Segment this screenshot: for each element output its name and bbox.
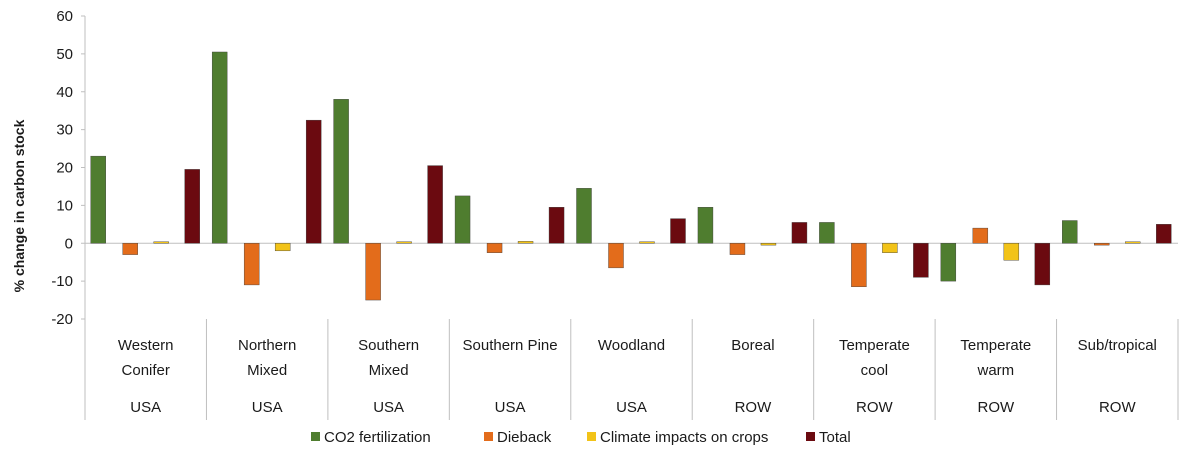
region-label: USA	[130, 399, 161, 416]
region-label: USA	[373, 399, 404, 416]
category-label-line1: Western	[118, 337, 174, 354]
bar-dieback-5	[608, 243, 624, 269]
region-label: USA	[252, 399, 283, 416]
bar-co2-fertilization-2	[211, 51, 228, 244]
bar-climate-impacts-on-crops-8	[1003, 243, 1020, 261]
bar-co2-fertilization-9	[1062, 220, 1078, 244]
bar-climate-impacts-on-crops-6	[760, 243, 777, 246]
legend-swatch-climate-impacts-on-crops	[587, 432, 596, 441]
bar-co2-fertilization-4	[454, 195, 471, 244]
bar-total-7	[913, 243, 929, 278]
bar-co2-fertilization-8	[940, 243, 957, 282]
legend-swatch-co2-fertilization	[311, 432, 320, 441]
region-label: ROW	[735, 399, 773, 416]
y-tick-label: -10	[51, 273, 73, 290]
bar-total-1	[184, 169, 200, 244]
bar-total-8	[1034, 243, 1051, 286]
bar-total-3	[427, 165, 443, 244]
category-label-line1: Temperate	[960, 337, 1031, 354]
bar-climate-impacts-on-crops-1	[153, 241, 169, 244]
bar-climate-impacts-on-crops-2	[274, 243, 291, 252]
y-tick-label: 60	[56, 8, 73, 25]
category-label-line2: Mixed	[247, 362, 287, 379]
bar-dieback-6	[729, 243, 746, 255]
region-label: USA	[495, 399, 526, 416]
bar-co2-fertilization-7	[819, 222, 835, 244]
category-label-line1: Southern	[358, 337, 419, 354]
legend-label-dieback: Dieback	[497, 429, 552, 446]
bar-dieback-7	[851, 243, 867, 288]
bar-total-9	[1156, 224, 1172, 244]
category-label-line1: Northern	[238, 337, 296, 354]
bar-co2-fertilization-1	[90, 155, 106, 244]
bar-dieback-2	[243, 243, 260, 286]
x-axis: Western Conifer USA Northern Mixed USA Souther…	[84, 319, 1179, 420]
category-label-line1: Temperate	[839, 337, 910, 354]
bar-climate-impacts-on-crops-9	[1125, 241, 1141, 244]
bars	[90, 51, 1172, 301]
category-label: Sub/tropical	[1078, 337, 1157, 354]
bar-dieback-8	[972, 227, 989, 244]
y-tick-label: -20	[51, 311, 73, 328]
legend-label-co2-fertilization: CO2 fertilization	[324, 429, 431, 446]
region-label: USA	[616, 399, 647, 416]
bar-climate-impacts-on-crops-4	[517, 241, 534, 244]
bar-total-2	[305, 119, 322, 244]
bar-co2-fertilization-5	[576, 188, 592, 244]
bar-climate-impacts-on-crops-5	[639, 241, 655, 244]
legend: CO2 fertilization Dieback Climate impacts …	[311, 429, 851, 446]
bar-climate-impacts-on-crops-7	[882, 243, 898, 253]
legend-swatch-dieback	[484, 432, 493, 441]
y-tick-label: 0	[65, 235, 73, 252]
y-axis: -20 -10 0 10 20 30 40 50 60	[51, 8, 1178, 328]
bar-total-5	[670, 218, 686, 244]
region-label: ROW	[977, 399, 1015, 416]
legend-label-climate-impacts-on-crops: Climate impacts on crops	[600, 429, 768, 446]
bar-dieback-4	[486, 243, 503, 253]
bar-climate-impacts-on-crops-3	[396, 241, 412, 244]
category-label-line2: Conifer	[122, 362, 170, 379]
y-tick-label: 40	[56, 84, 73, 101]
category-label: Southern Pine	[463, 337, 558, 354]
y-tick-label: 10	[56, 197, 73, 214]
bar-co2-fertilization-3	[333, 99, 349, 244]
bar-co2-fertilization-6	[697, 207, 714, 244]
legend-label-total: Total	[819, 429, 851, 446]
bar-total-6	[791, 222, 808, 244]
category-label-line2: Mixed	[369, 362, 409, 379]
category-label-line2: warm	[976, 362, 1014, 379]
bar-total-4	[548, 207, 565, 244]
y-tick-label: 20	[56, 160, 73, 177]
y-tick-label: 30	[56, 122, 73, 139]
bar-dieback-9	[1094, 243, 1110, 246]
y-tick-label: 50	[56, 46, 73, 63]
category-label-line2: cool	[861, 362, 889, 379]
y-axis-title: % change in carbon stock	[11, 119, 27, 292]
bar-dieback-3	[365, 243, 381, 301]
bar-dieback-1	[122, 243, 138, 255]
legend-swatch-total	[806, 432, 815, 441]
region-label: ROW	[1099, 399, 1137, 416]
region-label: ROW	[856, 399, 894, 416]
category-label: Boreal	[731, 337, 774, 354]
category-label: Woodland	[598, 337, 665, 354]
